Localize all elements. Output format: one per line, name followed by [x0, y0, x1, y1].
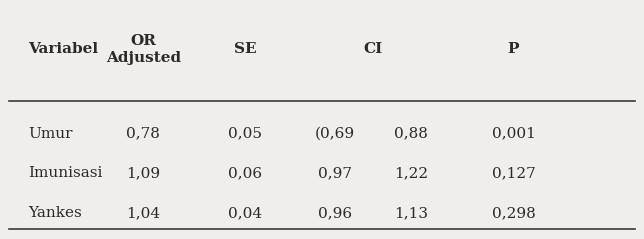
Text: 0,97: 0,97 [317, 166, 352, 180]
Text: 0,127: 0,127 [491, 166, 535, 180]
Text: 0,04: 0,04 [229, 206, 263, 220]
Text: 0,78: 0,78 [126, 126, 160, 141]
Text: Variabel: Variabel [28, 43, 99, 56]
Text: CI: CI [363, 43, 383, 56]
Text: 1,13: 1,13 [394, 206, 428, 220]
Text: P: P [507, 43, 519, 56]
Text: 0,88: 0,88 [394, 126, 428, 141]
Text: Yankes: Yankes [28, 206, 82, 220]
Text: Umur: Umur [28, 126, 73, 141]
Text: SE: SE [234, 43, 257, 56]
Text: 0,96: 0,96 [317, 206, 352, 220]
Text: 1,09: 1,09 [126, 166, 160, 180]
Text: 0,298: 0,298 [491, 206, 535, 220]
Text: 1,22: 1,22 [394, 166, 428, 180]
Text: 0,05: 0,05 [229, 126, 262, 141]
Text: (0,69: (0,69 [315, 126, 355, 141]
Text: 0,001: 0,001 [491, 126, 535, 141]
Text: OR
Adjusted: OR Adjusted [106, 34, 181, 65]
Text: Imunisasi: Imunisasi [28, 166, 102, 180]
Text: 0,06: 0,06 [229, 166, 263, 180]
Text: 1,04: 1,04 [126, 206, 160, 220]
